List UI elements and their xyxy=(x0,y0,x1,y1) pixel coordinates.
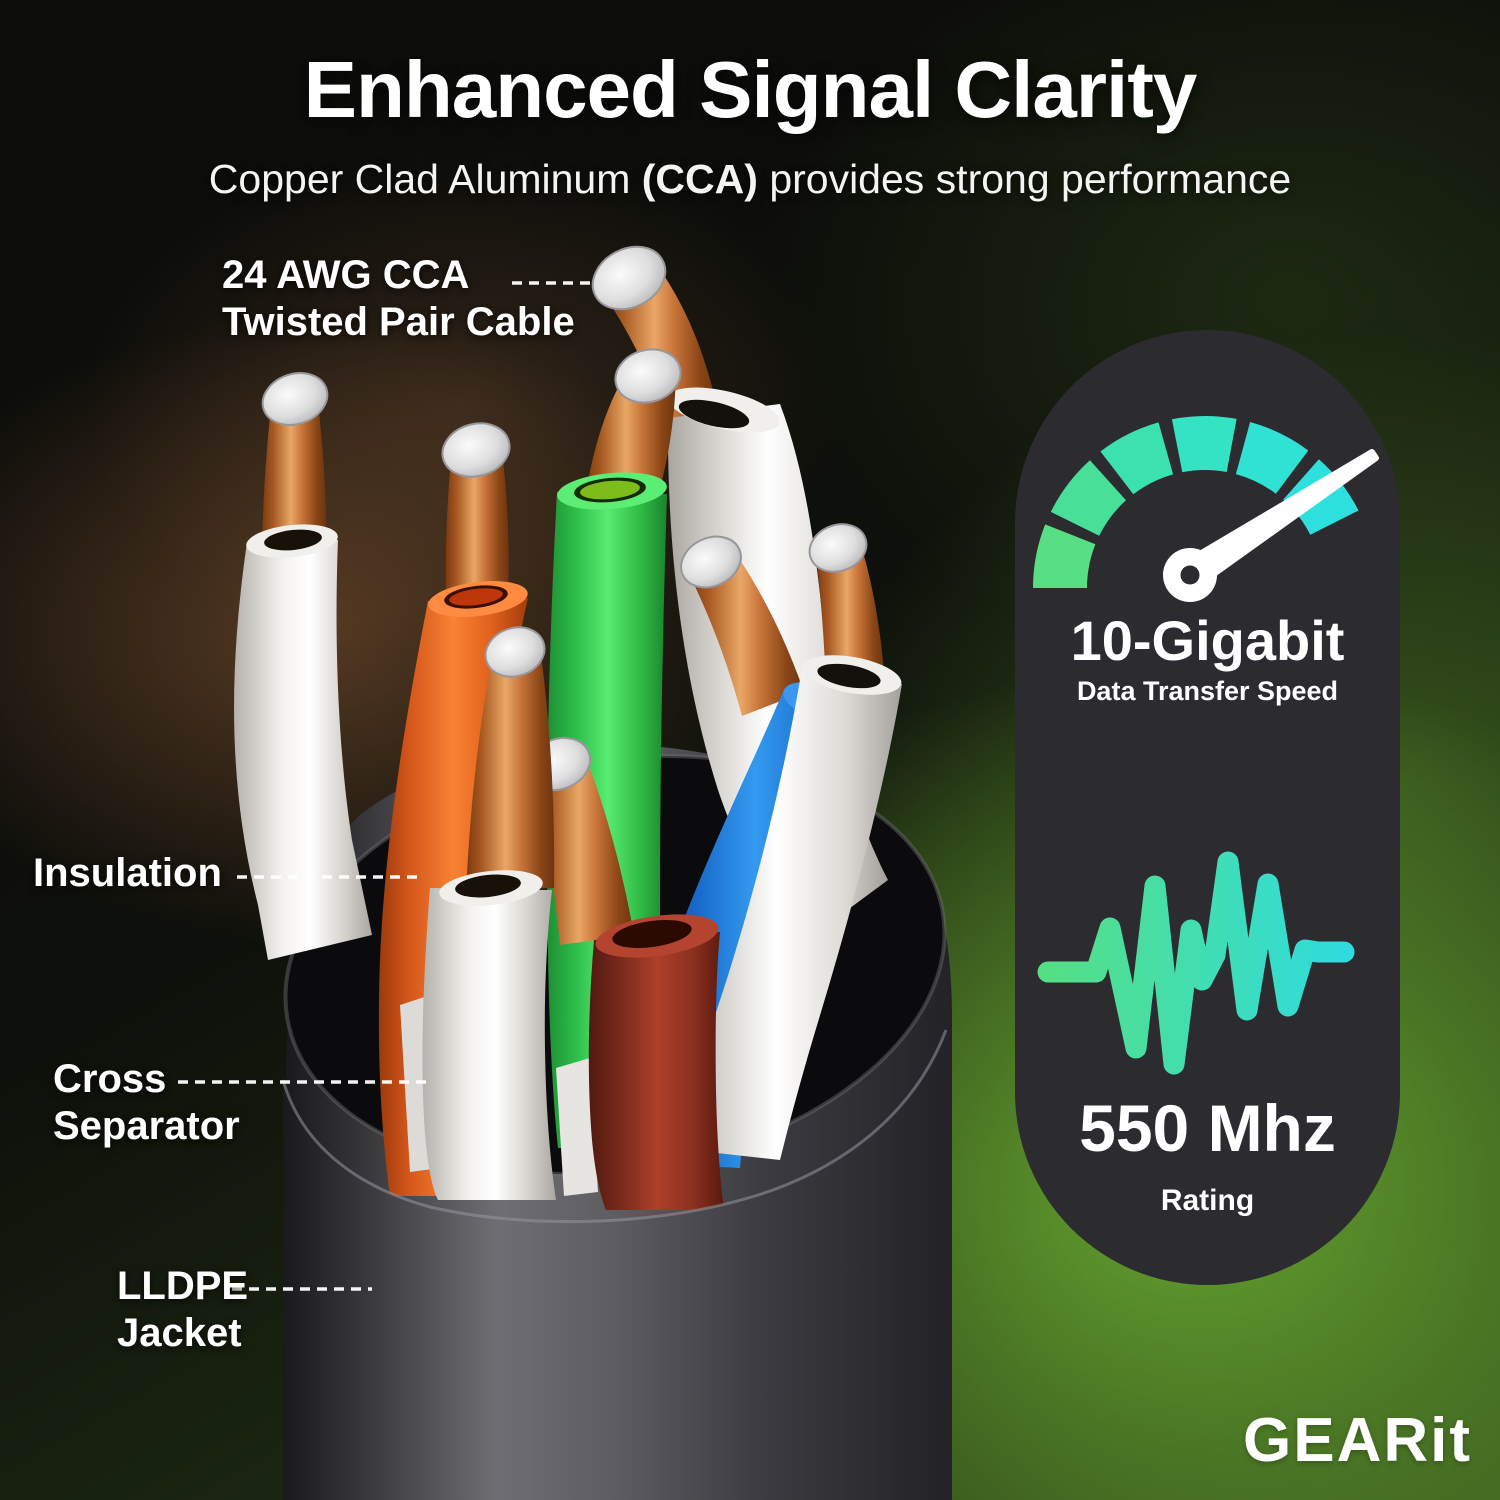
callout-lldpe-jacket: LLDPE Jacket xyxy=(117,1263,248,1357)
callout-cross-separator: Cross Separator xyxy=(53,1056,240,1150)
subtitle-emphasis: (CCA) xyxy=(641,156,758,202)
callout-twisted-pair-line1: 24 AWG CCA xyxy=(222,253,470,297)
callout-lldpe-jacket-line1: LLDPE xyxy=(117,1264,249,1308)
brand-logo: GEARit xyxy=(1243,1406,1472,1475)
badge-speed-value: 10-Gigabit xyxy=(1070,609,1345,672)
subtitle-suffix: provides strong performance xyxy=(757,156,1292,202)
callout-insulation: Insulation xyxy=(33,850,222,897)
badge-speed-caption: Data Transfer Speed xyxy=(1076,676,1339,706)
subtitle-prefix: Copper Clad Aluminum xyxy=(208,156,642,202)
callout-cross-separator-line2: Separator xyxy=(53,1104,240,1148)
badge-rating-caption: Rating xyxy=(1160,1184,1255,1217)
callout-cross-separator-line1: Cross xyxy=(53,1057,167,1101)
badge-rating-value: 550 Mhz xyxy=(1079,1091,1336,1165)
callout-lldpe-jacket-line2: Jacket xyxy=(117,1311,242,1355)
callout-twisted-pair: 24 AWG CCA Twisted Pair Cable xyxy=(222,252,575,346)
page-title: Enhanced Signal Clarity xyxy=(303,45,1198,134)
callout-insulation-line1: Insulation xyxy=(33,851,222,895)
callout-twisted-pair-line2: Twisted Pair Cable xyxy=(222,300,575,344)
page-subtitle: Copper Clad Aluminum (CCA) provides stro… xyxy=(0,156,1500,203)
